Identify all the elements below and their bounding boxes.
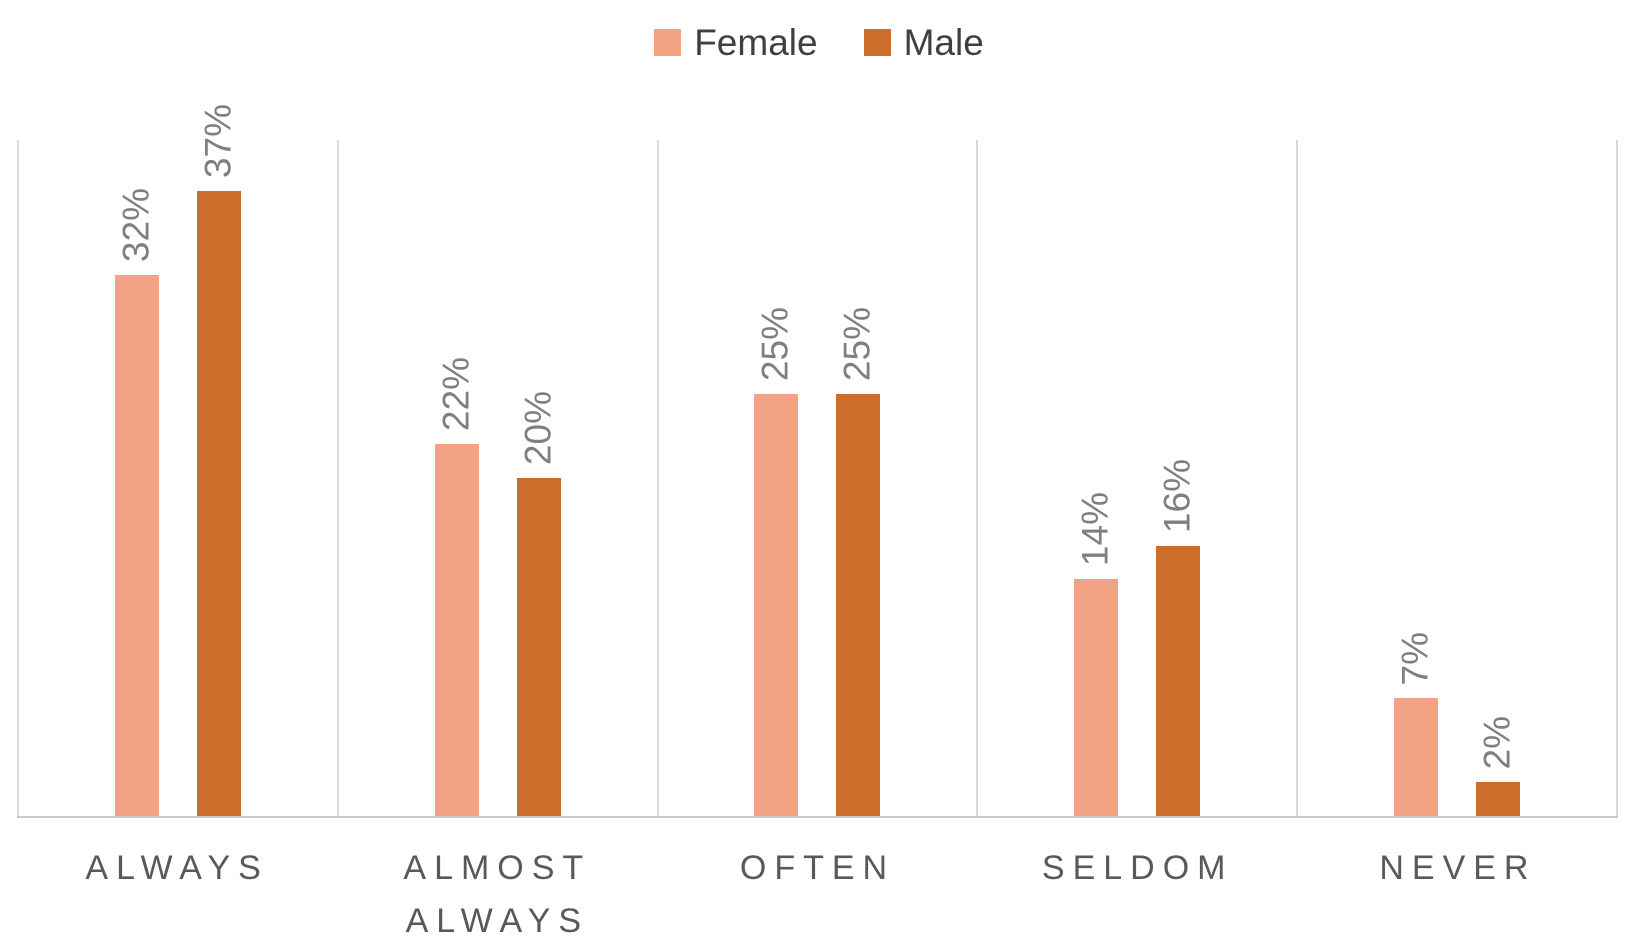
category-column-always: 32% 37%	[17, 104, 337, 816]
bar-value-label: 2%	[1476, 715, 1518, 769]
bar-female-almost-always: 22%	[434, 357, 479, 816]
bar-male-almost-always: 20%	[516, 391, 561, 816]
bar-female-seldom: 14%	[1074, 492, 1119, 816]
bar-male-never: 2%	[1476, 716, 1521, 816]
category-column-often: 25% 25%	[656, 140, 977, 816]
bar-male-seldom: 16%	[1156, 459, 1201, 816]
bar-value-label: 37%	[197, 103, 239, 178]
bar-male-often: 25%	[836, 307, 881, 816]
bar-female-never: 7%	[1394, 632, 1439, 816]
bar-group-seldom: 14% 16%	[978, 459, 1296, 816]
x-axis-label-never: NEVER	[1379, 849, 1537, 887]
legend-label: Female	[694, 22, 818, 63]
category-column-never: 7% 2%	[1296, 140, 1618, 816]
x-axis: ALWAYS ALMOST ALWAYS OFTEN SELDOM NEVER	[17, 842, 1618, 947]
x-axis-label-almost-always: ALMOST ALWAYS	[403, 849, 592, 940]
legend: Female Male	[0, 24, 1638, 61]
plot-area: 32% 37% 22% 20% 25% 25% 14% 16% 7% 2%	[17, 104, 1618, 818]
bar-value-label: 22%	[435, 356, 477, 431]
category-column-seldom: 14% 16%	[976, 140, 1296, 816]
bar-group-almost-always: 22% 20%	[339, 357, 657, 816]
bar-group-often: 25% 25%	[659, 307, 977, 816]
legend-label: Male	[903, 22, 984, 63]
bar-value-label: 25%	[755, 306, 797, 381]
bar-value-label: 7%	[1394, 631, 1436, 685]
x-axis-label-seldom: SELDOM	[1041, 849, 1234, 887]
legend-item-female: Female	[654, 22, 818, 63]
bar-value-label: 14%	[1074, 491, 1116, 566]
bar-female-always: 32%	[114, 188, 159, 816]
bar-value-label: 16%	[1156, 458, 1198, 533]
bar-value-label: 25%	[837, 306, 879, 381]
legend-swatch-male	[863, 29, 891, 56]
bar-female-often: 25%	[754, 307, 799, 816]
x-axis-label-always: ALWAYS	[85, 849, 269, 887]
bar-group-never: 7% 2%	[1298, 632, 1616, 816]
legend-swatch-female	[654, 29, 682, 56]
bar-group-always: 32% 37%	[19, 104, 337, 816]
bar-value-label: 32%	[115, 187, 157, 262]
x-axis-label-often: OFTEN	[739, 849, 896, 887]
bar-male-always: 37%	[196, 104, 241, 816]
category-column-almost-always: 22% 20%	[336, 140, 657, 816]
legend-item-male: Male	[863, 22, 984, 63]
bar-value-label: 20%	[517, 390, 559, 465]
